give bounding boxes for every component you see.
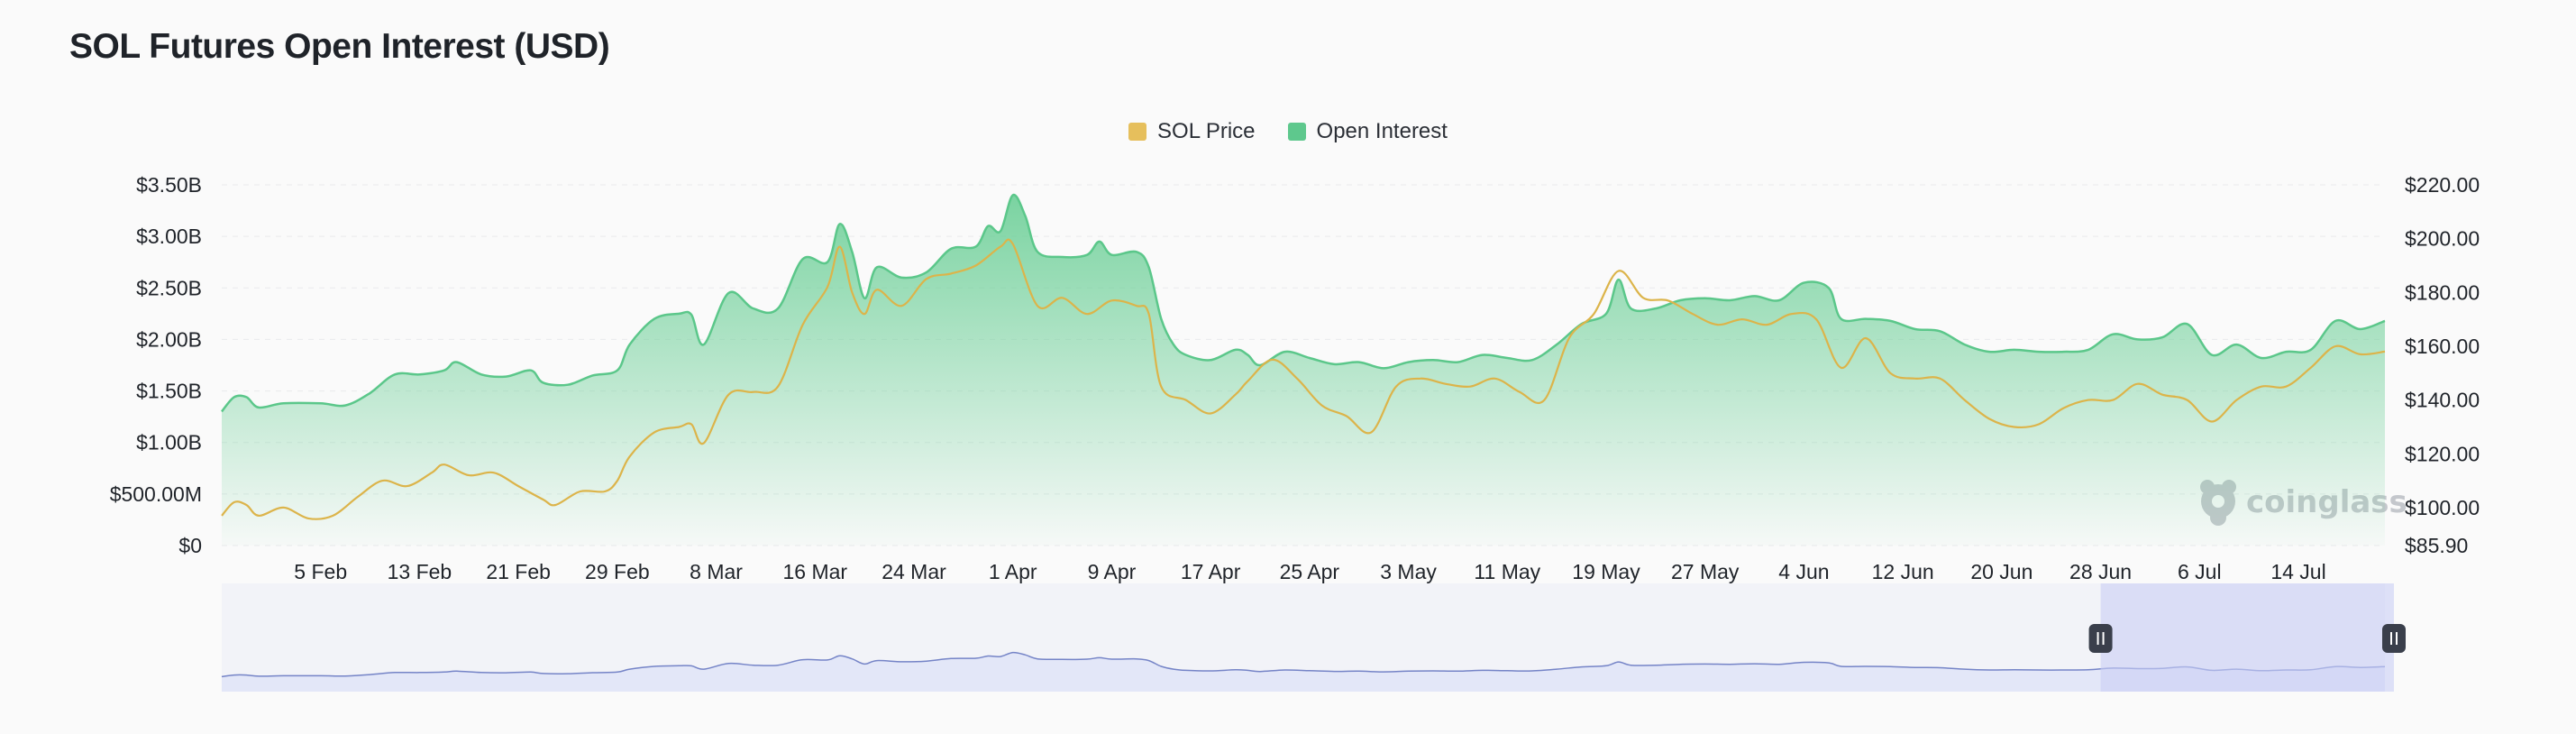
- x-tick-label: 6 Jul: [2178, 560, 2222, 583]
- series-open-interest-line: [221, 193, 2386, 413]
- x-tick-label: 19 May: [1572, 560, 1640, 583]
- chart-legend: SOL Price Open Interest: [0, 119, 2576, 144]
- legend-item-sol-price[interactable]: SOL Price: [1128, 119, 1256, 144]
- x-tick-label: 1 Apr: [989, 560, 1037, 583]
- right-tick-label: $220.00: [2405, 173, 2480, 197]
- legend-label-open-interest: Open Interest: [1316, 119, 1448, 143]
- x-tick-label: 12 Jun: [1872, 560, 1934, 583]
- series-layer: [221, 193, 2386, 546]
- right-tick-label: $160.00: [2405, 335, 2480, 358]
- navigator[interactable]: [221, 583, 2406, 692]
- x-tick-label: 27 May: [1671, 560, 1740, 583]
- x-tick-label: 3 May: [1380, 560, 1437, 583]
- x-tick-label: 29 Feb: [585, 560, 650, 583]
- x-tick-label: 24 Mar: [882, 560, 946, 583]
- legend-swatch-open-interest: [1287, 123, 1306, 141]
- right-tick-label: $200.00: [2405, 227, 2480, 251]
- x-tick-label: 28 Jun: [2069, 560, 2132, 583]
- left-tick-label: $2.00B: [136, 327, 202, 351]
- right-tick-label: $85.90: [2405, 534, 2468, 557]
- left-axis: $0 $500.00M $1.00B $1.50B $2.00B $2.50B $3.00B…: [110, 173, 202, 557]
- right-tick-label: $100.00: [2405, 496, 2480, 519]
- legend-item-open-interest[interactable]: Open Interest: [1287, 119, 1448, 144]
- x-tick-label: 14 Jul: [2270, 560, 2325, 583]
- right-tick-label: $140.00: [2405, 389, 2480, 412]
- left-tick-label: $3.50B: [136, 173, 202, 197]
- legend-swatch-sol-price: [1128, 123, 1147, 141]
- navigator-handle-right[interactable]: [2382, 624, 2406, 653]
- x-tick-label: 8 Mar: [690, 560, 743, 583]
- x-tick-label: 11 May: [1474, 560, 1540, 583]
- page-title: SOL Futures Open Interest (USD): [69, 27, 610, 66]
- right-axis: $85.90 $100.00 $120.00 $140.00 $160.00 $180.0…: [2405, 173, 2480, 557]
- series-open-interest-area: [222, 195, 2385, 546]
- series-sol-price-line: [221, 238, 2386, 520]
- navigator-area: [222, 652, 2385, 692]
- x-tick-label: 16 Mar: [782, 560, 847, 583]
- x-tick-label: 13 Feb: [388, 560, 452, 583]
- right-tick-label: $180.00: [2405, 280, 2480, 304]
- x-tick-label: 21 Feb: [486, 560, 551, 583]
- x-tick-label: 5 Feb: [294, 560, 347, 583]
- right-tick-label: $120.00: [2405, 442, 2480, 465]
- legend-label-sol-price: SOL Price: [1157, 119, 1256, 143]
- x-axis: 5 Feb 13 Feb 21 Feb 29 Feb 8 Mar 16 Mar 24 Mar…: [294, 560, 2325, 583]
- left-tick-label: $500.00M: [110, 482, 202, 506]
- x-tick-label: 17 Apr: [1181, 560, 1241, 583]
- left-tick-label: $1.50B: [136, 380, 202, 403]
- x-tick-label: 4 Jun: [1778, 560, 1829, 583]
- navigator-selection: [2100, 583, 2394, 692]
- x-tick-label: 20 Jun: [1970, 560, 2032, 583]
- left-tick-label: $3.00B: [136, 225, 202, 248]
- left-tick-label: $0: [178, 534, 202, 557]
- x-tick-label: 25 Apr: [1280, 560, 1340, 583]
- navigator-handle-left[interactable]: [2088, 624, 2113, 653]
- left-tick-label: $1.00B: [136, 431, 202, 454]
- x-tick-label: 9 Apr: [1088, 560, 1137, 583]
- left-tick-label: $2.50B: [136, 276, 202, 299]
- navigator-line: [221, 651, 2386, 678]
